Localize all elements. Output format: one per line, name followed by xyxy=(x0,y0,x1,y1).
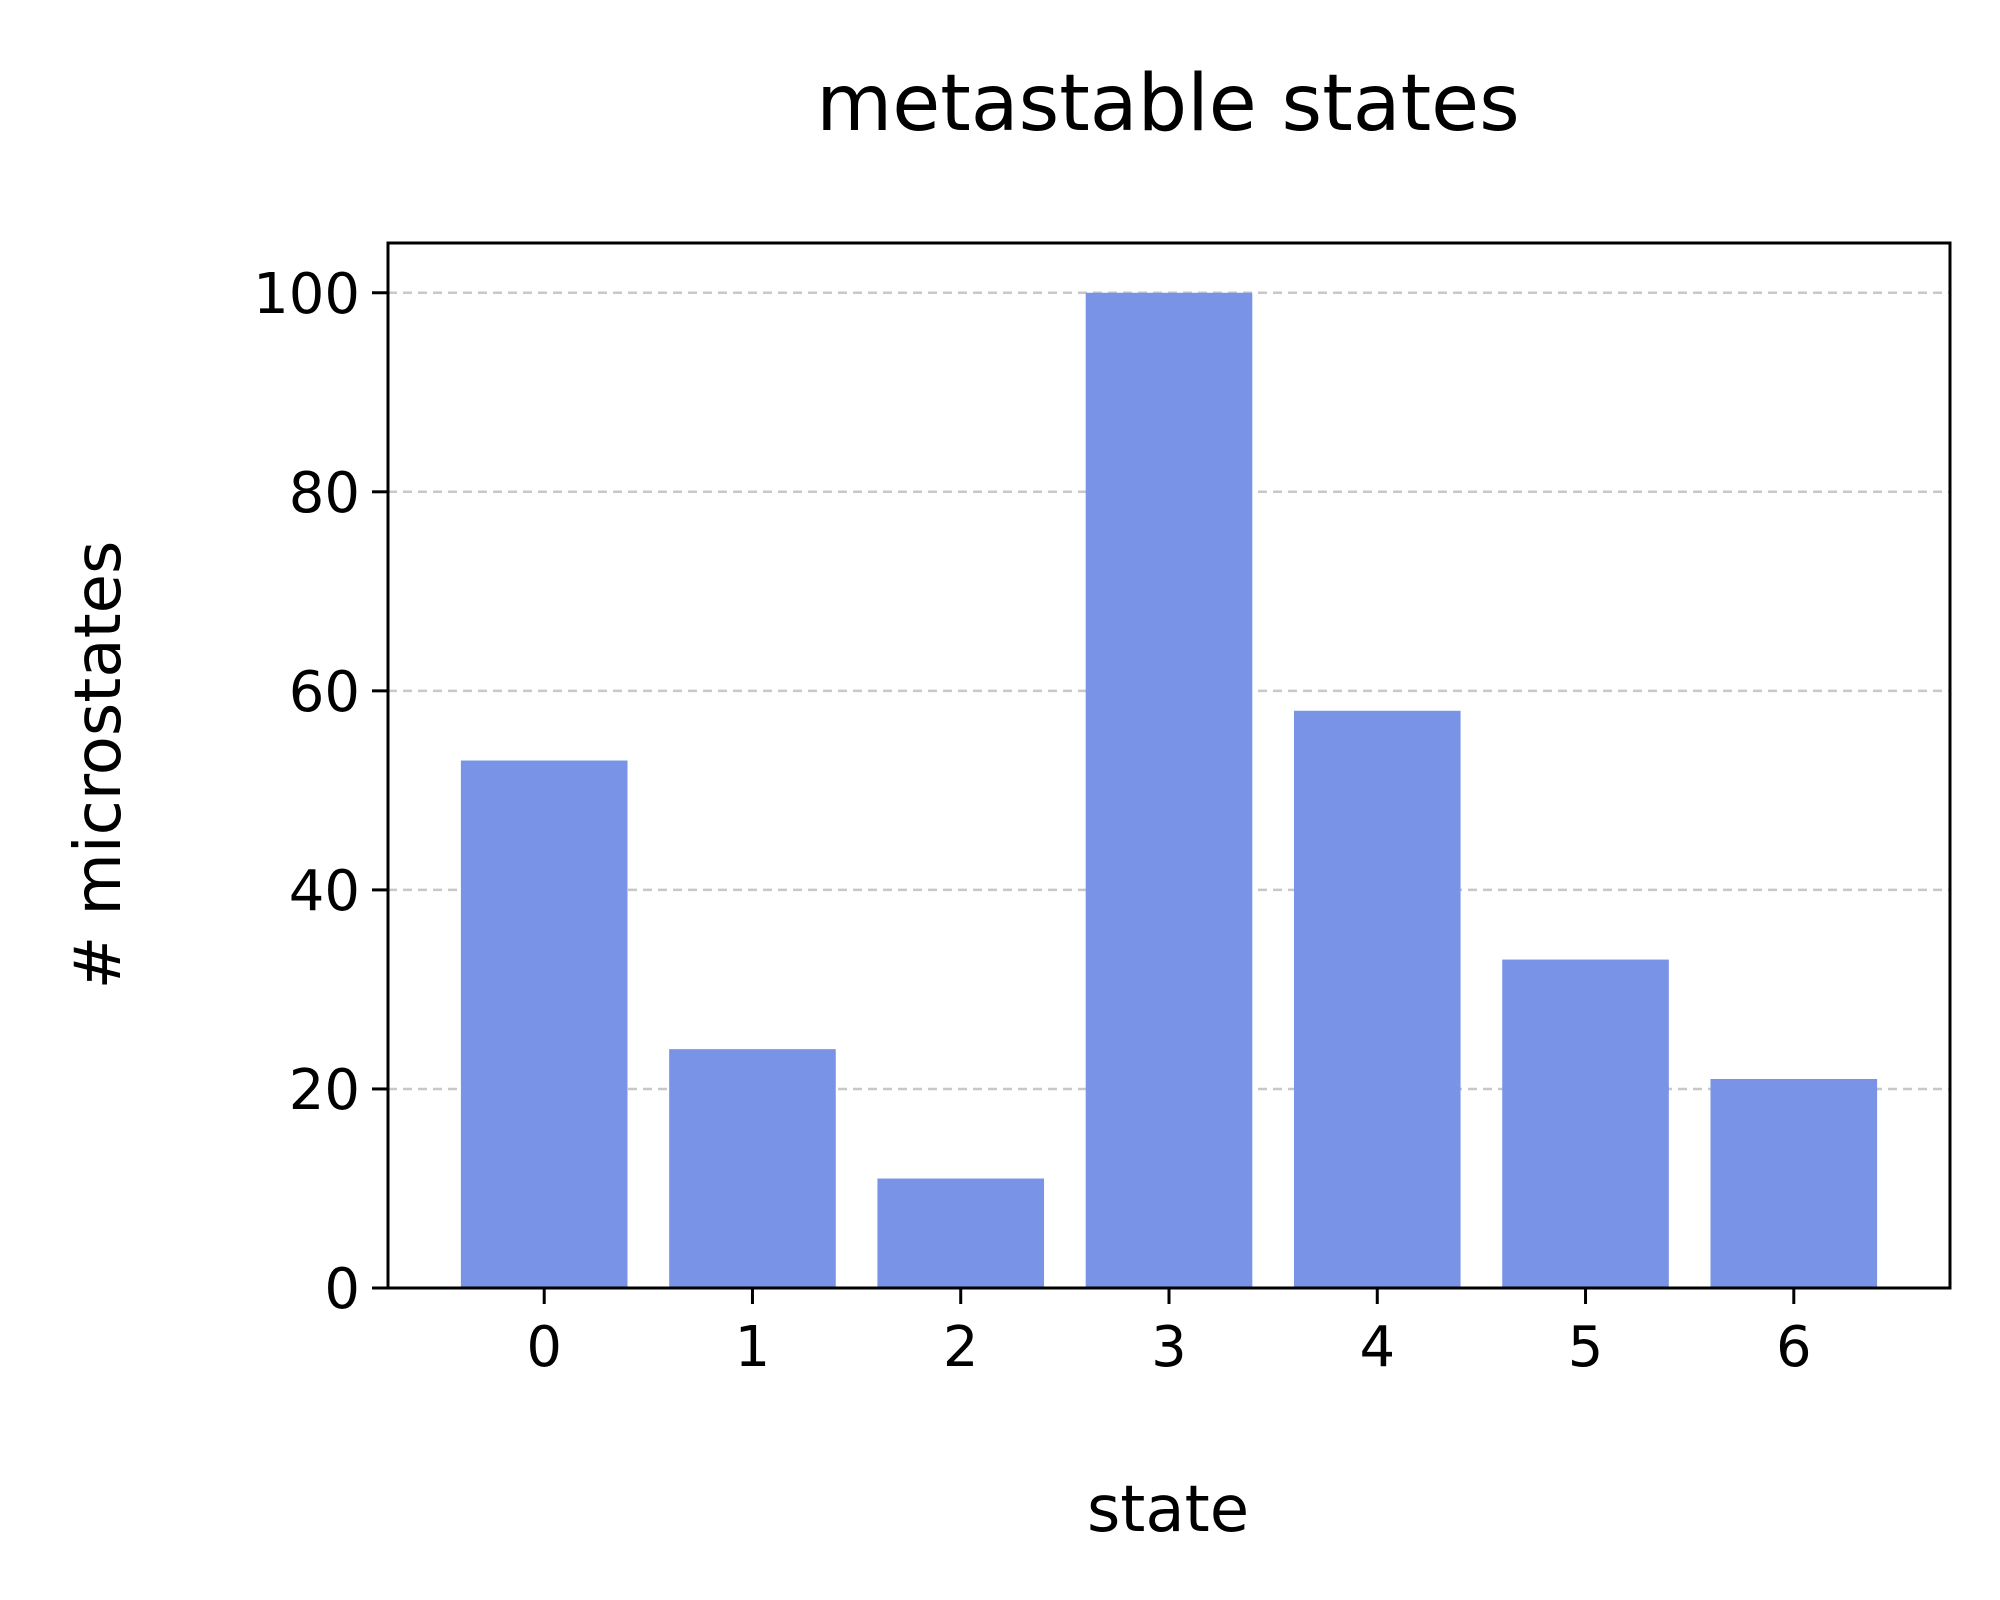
x-tick-label-0: 0 xyxy=(526,1315,562,1380)
x-axis-label: state xyxy=(1087,1473,1249,1547)
x-tick-label-5: 5 xyxy=(1568,1315,1604,1380)
chart-title: metastable states xyxy=(816,59,1520,149)
x-axis-ticks: 0 1 2 3 4 5 6 xyxy=(526,1288,1812,1380)
bar-state-2 xyxy=(877,1178,1045,1288)
x-tick-label-6: 6 xyxy=(1776,1315,1812,1380)
bar-state-4 xyxy=(1293,710,1461,1288)
y-axis-ticks: 0 20 40 60 80 100 xyxy=(253,262,388,1322)
bar-state-1 xyxy=(669,1049,836,1288)
bar-state-3 xyxy=(1085,292,1253,1288)
y-tick-label-20: 20 xyxy=(289,1058,360,1123)
y-tick-label-0: 0 xyxy=(324,1257,360,1322)
x-tick-label-2: 2 xyxy=(943,1315,979,1380)
y-axis-label: # microstates xyxy=(62,541,136,990)
x-tick-label-4: 4 xyxy=(1359,1315,1395,1380)
x-tick-label-3: 3 xyxy=(1151,1315,1187,1380)
y-tick-label-80: 80 xyxy=(289,461,360,526)
y-tick-label-40: 40 xyxy=(289,859,360,924)
bar-state-0 xyxy=(460,760,628,1288)
bar-state-6 xyxy=(1710,1079,1878,1288)
bars xyxy=(460,292,1878,1288)
y-tick-label-100: 100 xyxy=(253,262,360,327)
x-tick-label-1: 1 xyxy=(735,1315,771,1380)
y-tick-label-60: 60 xyxy=(289,660,360,725)
bar-state-5 xyxy=(1502,959,1669,1288)
